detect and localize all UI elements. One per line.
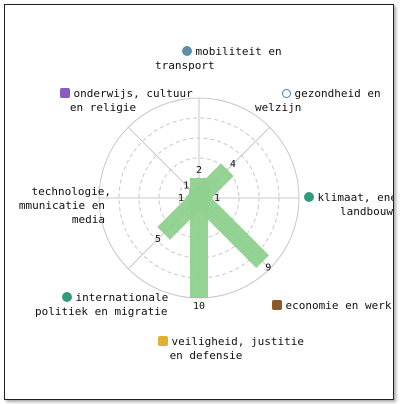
value-label-1: 4 — [230, 159, 236, 170]
value-label-2: 1 — [214, 193, 220, 204]
bar-7 — [185, 184, 206, 205]
radar-chart: 2 4 1 9 10 5 1 1 — [98, 97, 300, 312]
value-label-3: 9 — [265, 262, 271, 273]
label-veiligheid: veiligheid, justitie en defensie — [131, 321, 304, 377]
value-label-0: 2 — [196, 165, 202, 176]
label-gezondheid: gezondheid en welzijn — [255, 87, 381, 114]
bar-3 — [192, 191, 270, 269]
label-mobiliteit: mobiliteit en transport — [155, 45, 282, 72]
briefcase-icon — [271, 300, 282, 310]
label-internationale: internationale politiek en migratie — [35, 291, 169, 318]
value-label-7: 1 — [183, 180, 189, 191]
grid-spoke — [127, 126, 200, 199]
label-onderwijs: onderwijs, cultuur en religie — [33, 73, 193, 129]
label-technologie: technologie, mmunicatie en media — [18, 185, 111, 226]
theater-icon — [59, 88, 70, 98]
value-label-6: 1 — [178, 193, 184, 204]
label-klimaat: klimaat, ener landbouw — [277, 177, 393, 233]
person-icon — [181, 46, 192, 56]
label-economie: economie en werk — [245, 285, 391, 327]
globe-icon — [303, 192, 314, 202]
value-label-4: 10 — [193, 301, 205, 312]
stethoscope-icon — [281, 89, 291, 98]
bar-4 — [190, 198, 208, 298]
value-label-5: 5 — [155, 234, 161, 245]
chart-frame: 2 4 1 9 10 5 1 1 mobiliteit en transport gezond… — [4, 4, 394, 400]
globe-icon — [61, 292, 72, 302]
lock-icon — [157, 336, 168, 346]
